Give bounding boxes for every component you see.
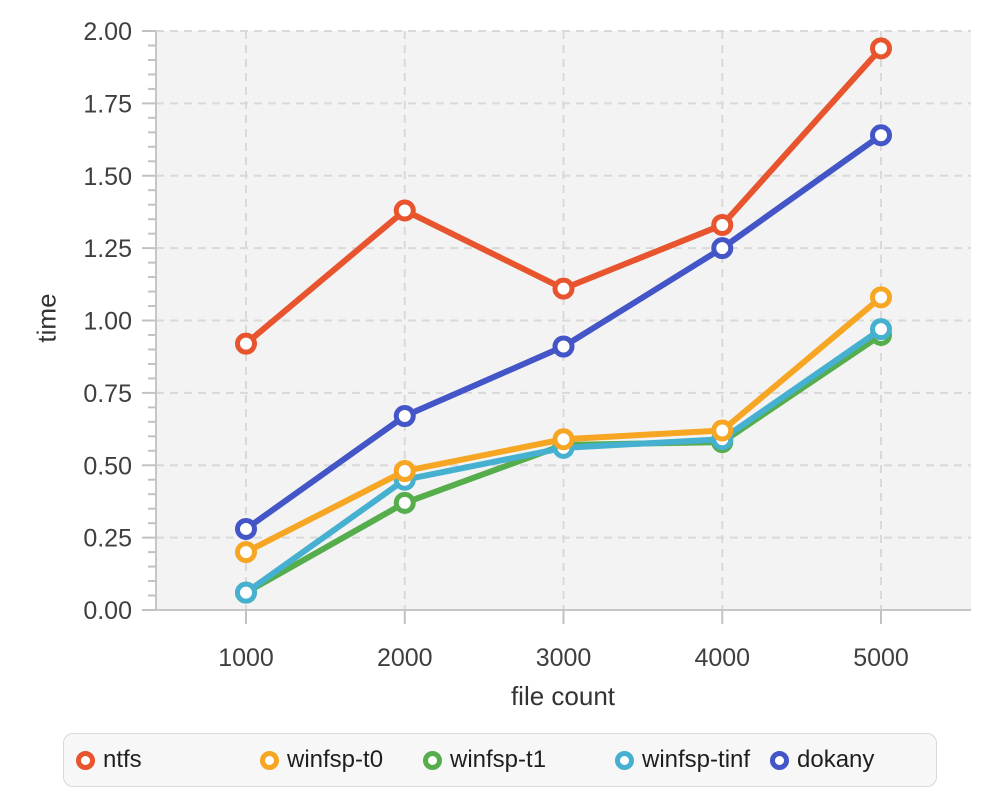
data-point-ntfs-1000	[235, 332, 257, 355]
data-point-winfsp-t0-3000	[552, 428, 575, 451]
x-axis-title: file count	[510, 681, 616, 711]
y-tick-label: 1.00	[83, 308, 132, 336]
data-point-dokany-1000	[235, 517, 257, 540]
data-point-dokany-3000	[552, 335, 575, 358]
data-point-ntfs-3000	[552, 277, 575, 300]
data-point-ntfs-2000	[393, 199, 416, 222]
y-tick-label: 2.00	[83, 18, 132, 46]
y-tick-label: 0.75	[83, 380, 132, 408]
data-point-ntfs-5000	[870, 37, 892, 60]
data-point-winfsp-t0-2000	[393, 460, 416, 483]
data-point-dokany-5000	[870, 124, 892, 147]
y-tick-label: 1.75	[83, 90, 132, 118]
y-tick-label: 0.25	[83, 525, 132, 553]
legend: ntfs winfsp-t0 winfsp-t1 winfsp-tinf dokany	[63, 733, 937, 787]
y-tick-label: 0.50	[83, 452, 132, 480]
data-point-dokany-2000	[393, 405, 416, 428]
data-point-dokany-4000	[711, 237, 734, 260]
legend-item-ntfs: ntfs	[76, 746, 260, 774]
legend-marker-icon-dokany	[770, 750, 789, 770]
legend-item-winfsp-t0: winfsp-t0	[260, 746, 423, 774]
data-point-winfsp-tinf-5000	[870, 318, 892, 341]
legend-label-winfsp-t0: winfsp-t0	[287, 746, 384, 773]
y-tick-label: 1.25	[83, 235, 132, 263]
legend-label-winfsp-t1: winfsp-t1	[450, 746, 547, 773]
data-point-ntfs-4000	[711, 213, 734, 236]
data-point-winfsp-t0-4000	[711, 419, 734, 442]
data-point-winfsp-tinf-1000	[235, 581, 257, 604]
data-point-winfsp-t0-1000	[235, 541, 257, 564]
y-tick-label: 0.00	[83, 597, 132, 625]
x-tick-label: 2000	[377, 644, 433, 672]
x-tick-label: 1000	[218, 644, 274, 672]
x-tick-label: 4000	[694, 644, 750, 672]
data-point-winfsp-t0-5000	[870, 286, 892, 309]
legend-label-dokany: dokany	[797, 746, 875, 773]
data-point-winfsp-t1-2000	[393, 491, 416, 514]
legend-marker-icon-winfsp-t1	[423, 750, 442, 770]
legend-label-ntfs: ntfs	[103, 746, 142, 773]
legend-item-winfsp-tinf: winfsp-tinf	[615, 746, 770, 774]
y-axis-title: time	[31, 293, 62, 343]
y-tick-label: 1.50	[83, 163, 132, 191]
x-tick-label: 3000	[536, 644, 592, 672]
legend-label-winfsp-tinf: winfsp-tinf	[642, 746, 751, 773]
x-tick-label: 5000	[853, 644, 909, 672]
legend-marker-icon-winfsp-t0	[260, 750, 279, 770]
legend-marker-icon-winfsp-tinf	[615, 750, 634, 770]
legend-item-dokany: dokany	[770, 746, 874, 774]
legend-item-winfsp-t1: winfsp-t1	[423, 746, 615, 774]
legend-marker-icon-ntfs	[76, 750, 95, 770]
